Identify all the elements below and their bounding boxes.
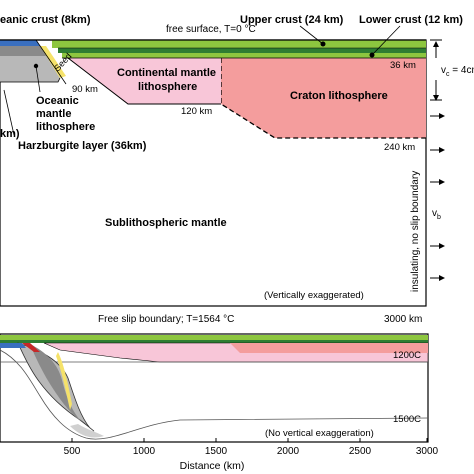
slab-seed-streak [56, 352, 72, 410]
upper-crust-label: Upper crust (24 km) [240, 14, 344, 26]
x-tick-label: 2500 [349, 446, 372, 457]
no-exaggeration-label: (No vertical exaggeration) [265, 428, 374, 439]
insulating-boundary-label: insulating, no slip boundary [410, 171, 421, 292]
seed-region [40, 46, 66, 78]
free-slip-label: Free slip boundary; T=1564 °C [98, 314, 234, 325]
x-axis-label: Distance (km) [180, 460, 245, 472]
craton-label: Craton lithosphere [290, 90, 388, 102]
oceanic-mantle-label-2: mantle [36, 108, 71, 120]
lower-crust-label: Lower crust (12 km) [359, 14, 463, 26]
velocity-vc-annotation: vc = 4cm [430, 39, 474, 101]
vertical-exaggeration-label: (Vertically exaggerated) [264, 290, 364, 301]
depth-240-label: 240 km [384, 142, 415, 153]
bottom-surface-green [0, 335, 428, 340]
craton-boundary [220, 58, 426, 139]
bottom-craton-band [230, 343, 428, 353]
velocity-vb-label: vb [432, 208, 441, 221]
x-axis: 500 1000 1500 2000 2500 3000 Distance (k… [64, 438, 439, 472]
continental-boundary [67, 57, 221, 105]
oceanic-mantle-label-1: Oceanic [36, 95, 79, 107]
upper-crust-pointer [299, 25, 324, 45]
oceanic-mantle-pointer [35, 65, 41, 93]
lower-crust-lower-region [62, 53, 426, 58]
isotherm-1500-line [0, 349, 429, 440]
slab-outline [0, 77, 61, 83]
x-tick-label: 500 [64, 446, 81, 457]
depth-36-label: 36 km [390, 60, 416, 71]
continental-mantle-lithosphere-region [68, 58, 221, 104]
depth-120-label: 120 km [181, 106, 212, 117]
oceanic-mantle-label-3: lithosphere [36, 121, 95, 133]
oceanic-crust-region [0, 40, 40, 46]
x-tick-label: 2000 [277, 446, 300, 457]
harzburgite-pointer [3, 89, 15, 136]
lower-crust-pointer [371, 25, 401, 56]
bottom-panel: 1200C 1500C (No vertical exaggeration) 5… [0, 333, 439, 472]
upper-crust-region [52, 40, 426, 48]
continental-mantle-label-2: lithosphere [138, 81, 197, 93]
depth-90-label: 90 km [72, 84, 98, 95]
slab-edge [35, 39, 67, 85]
isotherm-1200-label: 1200C [393, 350, 421, 361]
isotherm-1500-label: 1500C [393, 414, 421, 425]
bottom-surface-dark [0, 340, 428, 343]
velocity-vc-label: vc = 4cm [441, 65, 474, 78]
sublithospheric-label: Sublithospheric mantle [105, 217, 227, 229]
top-panel: eanic crust (8km) free surface, T=0 °C U… [0, 14, 474, 325]
slab-dripping [70, 424, 104, 438]
x-3000-label: 3000 km [384, 314, 422, 325]
harzburgite-region [0, 46, 46, 56]
harzburgite-label: Harzburgite layer (36km) [18, 140, 147, 152]
lower-crust-region [58, 48, 426, 53]
oceanic-lithosphere-region [0, 52, 60, 82]
x-tick-label: 1000 [133, 446, 156, 457]
oceanic-crust-label: eanic crust (8km) [0, 14, 91, 26]
craton-lithosphere-region [221, 58, 426, 138]
x-tick-label: 1500 [205, 446, 228, 457]
velocity-vb-arrows: vb [430, 113, 445, 281]
bottom-oceanic-crust [0, 343, 26, 348]
km-fragment-label: km) [0, 128, 20, 140]
free-surface-label: free surface, T=0 °C [166, 24, 256, 35]
continental-mantle-label-1: Continental mantle [117, 67, 216, 79]
bottom-red-streak [22, 343, 40, 352]
x-tick-label: 3000 [416, 446, 439, 457]
